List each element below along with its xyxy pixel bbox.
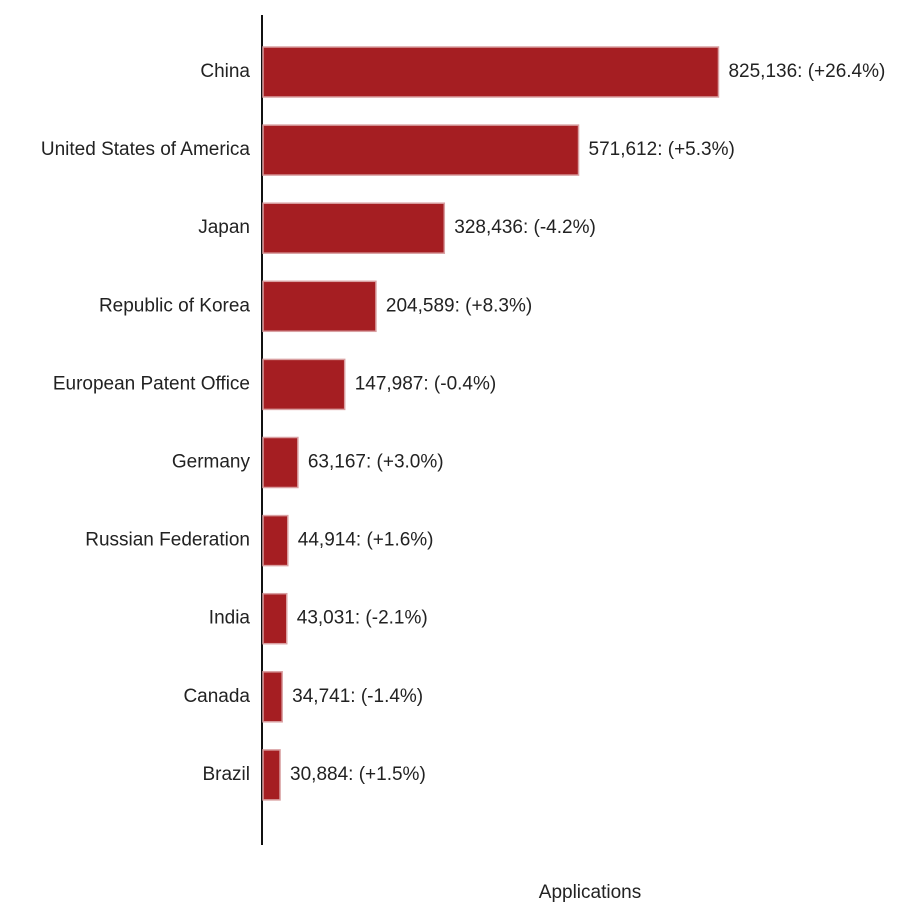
y-tick-label: Japan — [198, 217, 250, 238]
data-label: 825,136: (+26.4%) — [728, 61, 885, 82]
y-tick-label: Brazil — [202, 764, 250, 785]
bar — [262, 436, 299, 489]
y-tick-label: India — [209, 608, 251, 629]
data-label: 34,741: (-1.4%) — [292, 686, 423, 707]
y-tick-label: Republic of Korea — [99, 295, 250, 316]
y-tick-label: Russian Federation — [85, 530, 250, 551]
data-label: 44,914: (+1.6%) — [298, 530, 434, 551]
y-tick-label: United States of America — [41, 139, 251, 160]
bar — [262, 749, 281, 801]
bar — [262, 124, 580, 176]
data-label: 147,987: (-0.4%) — [355, 373, 497, 394]
y-tick-label: China — [200, 61, 250, 82]
data-label: 328,436: (-4.2%) — [454, 217, 596, 238]
y-tick-label: Germany — [172, 452, 251, 473]
y-tick-label: Canada — [183, 686, 250, 707]
bar — [262, 280, 377, 333]
y-tick-label: European Patent Office — [53, 373, 250, 394]
bar — [262, 671, 283, 723]
data-label: 204,589: (+8.3%) — [386, 295, 532, 316]
data-label: 63,167: (+3.0%) — [308, 452, 444, 473]
data-label: 43,031: (-2.1%) — [297, 608, 428, 629]
data-label: 30,884: (+1.5%) — [290, 764, 426, 785]
bar — [262, 46, 720, 98]
bar — [262, 514, 289, 567]
bar — [262, 358, 346, 411]
x-axis-label: Applications — [539, 882, 641, 903]
bar — [262, 202, 446, 254]
bar — [262, 592, 288, 645]
data-label: 571,612: (+5.3%) — [589, 139, 735, 160]
